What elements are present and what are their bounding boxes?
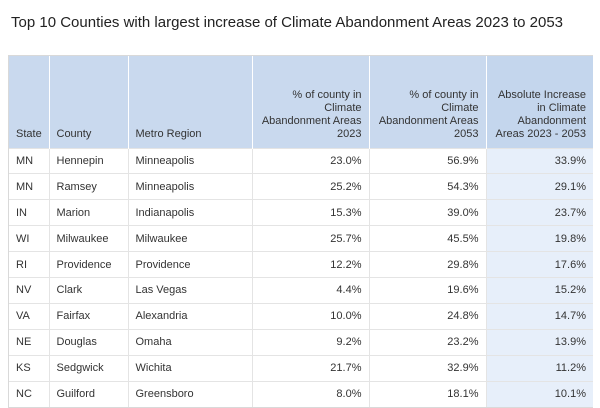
cell-pct-2023: 9.2% xyxy=(252,328,370,356)
cell-pct-2053: 18.1% xyxy=(369,380,487,407)
cell-county: Guilford xyxy=(49,380,129,407)
cell-state: VA xyxy=(9,302,50,330)
cell-pct-2023: 23.0% xyxy=(252,147,370,174)
cell-pct-2023: 21.7% xyxy=(252,354,370,382)
cell-metro-region: Providence xyxy=(128,251,253,278)
cell-pct-2053: 32.9% xyxy=(369,354,487,382)
cell-pct-2053: 19.6% xyxy=(369,276,487,304)
cell-metro-region: Minneapolis xyxy=(128,147,253,174)
cell-pct-2053: 54.3% xyxy=(369,173,487,200)
data-table-container: State County Metro Region % of county in… xyxy=(8,55,593,408)
cell-absolute-increase: 33.9% xyxy=(486,147,593,174)
cell-pct-2023: 4.4% xyxy=(252,276,370,304)
table-header-row: State County Metro Region % of county in… xyxy=(9,56,593,148)
header-pct-2053: % of county in Climate Abandonment Areas… xyxy=(369,56,487,148)
cell-pct-2023: 25.2% xyxy=(252,173,370,200)
table-row: IN Marion Indianapolis 15.3% 39.0% 23.7% xyxy=(9,199,593,226)
cell-absolute-increase: 11.2% xyxy=(486,354,593,382)
table-title: Top 10 Counties with largest increase of… xyxy=(11,14,564,31)
header-absolute-increase: Absolute Increase in Climate Abandonment… xyxy=(486,56,593,148)
cell-absolute-increase: 15.2% xyxy=(486,276,593,304)
cell-pct-2053: 29.8% xyxy=(369,251,487,278)
cell-pct-2023: 8.0% xyxy=(252,380,370,407)
cell-state: NC xyxy=(9,380,50,407)
cell-metro-region: Wichita xyxy=(128,354,253,382)
cell-county: Providence xyxy=(49,251,129,278)
cell-state: WI xyxy=(9,225,50,252)
cell-state: MN xyxy=(9,147,50,174)
header-pct-2023: % of county in Climate Abandonment Areas… xyxy=(252,56,370,148)
cell-pct-2023: 12.2% xyxy=(252,251,370,278)
cell-pct-2053: 39.0% xyxy=(369,199,487,226)
cell-pct-2023: 25.7% xyxy=(252,225,370,252)
cell-state: KS xyxy=(9,354,50,382)
cell-county: Marion xyxy=(49,199,129,226)
cell-county: Douglas xyxy=(49,328,129,356)
header-state: State xyxy=(9,56,50,148)
table-row: KS Sedgwick Wichita 21.7% 32.9% 11.2% xyxy=(9,354,593,382)
cell-absolute-increase: 10.1% xyxy=(486,380,593,407)
cell-pct-2023: 10.0% xyxy=(252,302,370,330)
cell-metro-region: Indianapolis xyxy=(128,199,253,226)
cell-state: IN xyxy=(9,199,50,226)
cell-pct-2053: 24.8% xyxy=(369,302,487,330)
cell-absolute-increase: 13.9% xyxy=(486,328,593,356)
cell-absolute-increase: 29.1% xyxy=(486,173,593,200)
cell-absolute-increase: 23.7% xyxy=(486,199,593,226)
cell-absolute-increase: 14.7% xyxy=(486,302,593,330)
cell-pct-2023: 15.3% xyxy=(252,199,370,226)
cell-pct-2053: 45.5% xyxy=(369,225,487,252)
table-row: RI Providence Providence 12.2% 29.8% 17.6% xyxy=(9,251,593,278)
cell-state: NE xyxy=(9,328,50,356)
cell-county: Sedgwick xyxy=(49,354,129,382)
cell-county: Ramsey xyxy=(49,173,129,200)
table-row: VA Fairfax Alexandria 10.0% 24.8% 14.7% xyxy=(9,302,593,330)
table-body: MN Hennepin Minneapolis 23.0% 56.9% 33.9% MN Ra… xyxy=(9,147,593,407)
cell-metro-region: Greensboro xyxy=(128,380,253,407)
cell-metro-region: Milwaukee xyxy=(128,225,253,252)
cell-absolute-increase: 17.6% xyxy=(486,251,593,278)
cell-metro-region: Las Vegas xyxy=(128,276,253,304)
cell-county: Milwaukee xyxy=(49,225,129,252)
cell-county: Hennepin xyxy=(49,147,129,174)
counties-table: State County Metro Region % of county in… xyxy=(9,56,593,407)
cell-absolute-increase: 19.8% xyxy=(486,225,593,252)
table-row: MN Ramsey Minneapolis 25.2% 54.3% 29.1% xyxy=(9,173,593,200)
cell-state: RI xyxy=(9,251,50,278)
table-row: MN Hennepin Minneapolis 23.0% 56.9% 33.9% xyxy=(9,147,593,174)
table-row: WI Milwaukee Milwaukee 25.7% 45.5% 19.8% xyxy=(9,225,593,252)
cell-state: NV xyxy=(9,276,50,304)
header-metro-region: Metro Region xyxy=(128,56,253,148)
table-row: NE Douglas Omaha 9.2% 23.2% 13.9% xyxy=(9,328,593,356)
cell-pct-2053: 23.2% xyxy=(369,328,487,356)
cell-pct-2053: 56.9% xyxy=(369,147,487,174)
cell-county: Fairfax xyxy=(49,302,129,330)
cell-metro-region: Alexandria xyxy=(128,302,253,330)
table-row: NV Clark Las Vegas 4.4% 19.6% 15.2% xyxy=(9,276,593,304)
table-row: NC Guilford Greensboro 8.0% 18.1% 10.1% xyxy=(9,380,593,407)
cell-metro-region: Minneapolis xyxy=(128,173,253,200)
cell-county: Clark xyxy=(49,276,129,304)
header-county: County xyxy=(49,56,129,148)
cell-state: MN xyxy=(9,173,50,200)
cell-metro-region: Omaha xyxy=(128,328,253,356)
